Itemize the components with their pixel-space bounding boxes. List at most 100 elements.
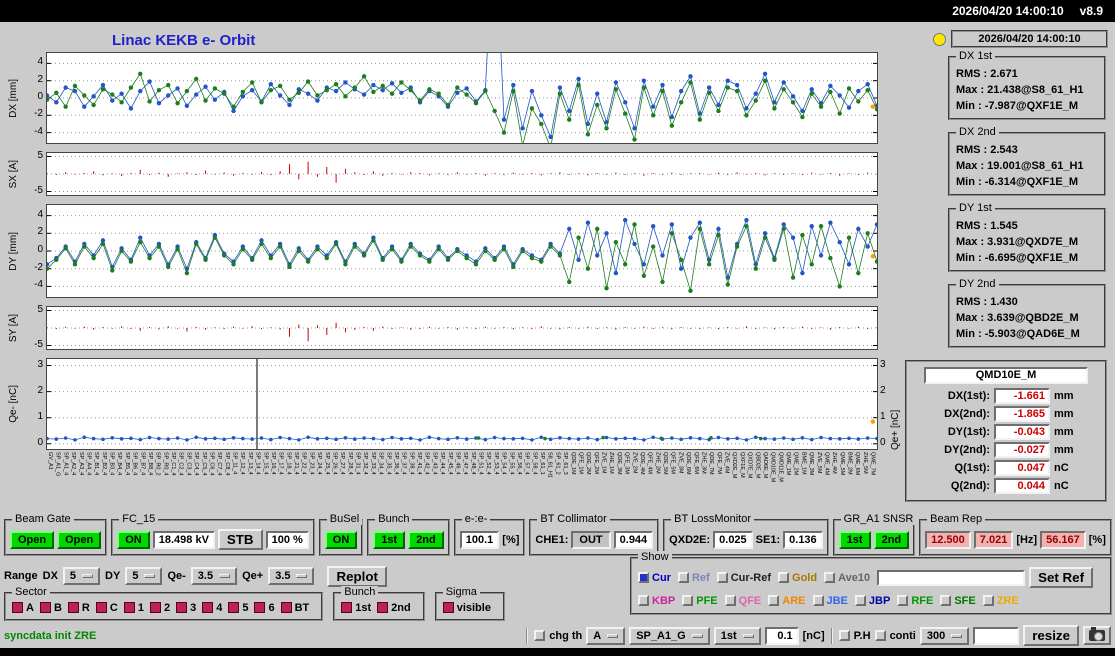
y-tick-label: 0 bbox=[37, 244, 43, 255]
x-tick-label: ZHE_1M bbox=[608, 452, 615, 474]
count-input[interactable] bbox=[973, 626, 1020, 645]
x-tick-label: SP_48_4 bbox=[469, 452, 476, 475]
resize-button[interactable]: resize bbox=[1023, 625, 1079, 646]
status-message: syncdata init ZRE bbox=[4, 629, 97, 642]
ph-checkbox[interactable] bbox=[838, 630, 850, 641]
sector-toggle-r[interactable]: R bbox=[67, 602, 90, 614]
chg-th-checkbox[interactable] bbox=[534, 630, 546, 641]
show-toggle-kbp[interactable]: KBP bbox=[638, 595, 675, 607]
x-tick-label: SP_18_4 bbox=[285, 452, 292, 475]
beam-gate-open-2-button[interactable]: Open bbox=[57, 530, 102, 549]
ref-input[interactable] bbox=[877, 569, 1026, 586]
readout-unit: mm bbox=[1054, 426, 1074, 438]
show-toggle-rfe[interactable]: RFE bbox=[897, 595, 933, 607]
sector-toggle-b[interactable]: B bbox=[39, 602, 62, 614]
bunch-2nd-button[interactable]: 2nd bbox=[408, 530, 444, 549]
bunch-toggle-2nd[interactable]: 2nd bbox=[377, 602, 411, 614]
conti-checkbox[interactable] bbox=[874, 630, 886, 641]
show-toggle-qfe[interactable]: QFE bbox=[724, 594, 762, 607]
gr-snsr-2nd-button[interactable]: 2nd bbox=[873, 530, 910, 549]
sector-toggle-5[interactable]: 5 bbox=[228, 602, 248, 614]
toggle-label: 3 bbox=[190, 601, 197, 614]
device-select[interactable]: SP_A1_G bbox=[629, 626, 710, 645]
y-tick-label-right: 0 bbox=[880, 436, 886, 448]
replot-button[interactable]: Replot bbox=[327, 565, 387, 587]
show-label: QFE bbox=[738, 594, 762, 607]
snapshot-button[interactable] bbox=[1083, 626, 1111, 645]
range-qem-select[interactable]: 3.5 bbox=[190, 567, 238, 585]
checkbox-icon bbox=[982, 595, 994, 606]
sector-toggle-c[interactable]: C bbox=[95, 602, 118, 614]
sector-toggle-3[interactable]: 3 bbox=[176, 602, 196, 614]
bunch-select-group: Bunch 1st 2nd bbox=[333, 586, 425, 621]
set-ref-button[interactable]: Set Ref bbox=[1029, 567, 1094, 588]
x-tick-label: SP_11_4 bbox=[231, 452, 238, 475]
show-toggle-cur-ref[interactable]: Cur-Ref bbox=[716, 572, 771, 584]
toggle-label: 6 bbox=[268, 601, 275, 614]
range-dy-select[interactable]: 5 bbox=[125, 567, 163, 585]
show-toggle-ave10[interactable]: Ave10 bbox=[824, 572, 870, 584]
sigma-toggle-visible[interactable]: visible bbox=[442, 602, 491, 614]
fc15-on-button[interactable]: ON bbox=[117, 530, 150, 549]
sector-toggle-2[interactable]: 2 bbox=[149, 601, 171, 614]
sigma-toggles: visible bbox=[442, 602, 497, 617]
x-tick-label: SP_B8_4 bbox=[146, 452, 153, 476]
option-menu-dash-icon bbox=[607, 633, 619, 638]
group-title: Show bbox=[638, 551, 672, 563]
show-toggle-gold[interactable]: Gold bbox=[778, 572, 817, 584]
show-toggle-pfe[interactable]: PFE bbox=[682, 595, 718, 607]
threshold-field[interactable]: 0.1 bbox=[764, 626, 799, 645]
sector-toggle-a[interactable]: A bbox=[12, 602, 34, 614]
toggle-label: 1st bbox=[355, 601, 372, 614]
bunch-order-select[interactable]: 1st bbox=[713, 626, 761, 645]
gr-snsr-1st-button[interactable]: 1st bbox=[838, 530, 871, 549]
x-tick-label: ZHE_4M bbox=[831, 452, 838, 474]
show-toggle-sfe[interactable]: SFE bbox=[940, 595, 976, 607]
y-tick-label: -5 bbox=[34, 338, 43, 350]
stats-dy-2nd: DY 2nd RMS : 1.430 Max : 3.639@QBD2E_M M… bbox=[948, 278, 1106, 348]
show-toggle-jbp[interactable]: JBP bbox=[854, 595, 890, 607]
bunch-1st-button[interactable]: 1st bbox=[373, 530, 406, 549]
x-tick-label: SP_51_4 bbox=[477, 452, 484, 475]
toggle-label: 2nd bbox=[391, 601, 411, 614]
show-toggle-zre[interactable]: ZRE bbox=[982, 595, 1019, 607]
che1-value: 0.944 bbox=[613, 530, 654, 549]
bunch-order-value: 1st bbox=[720, 629, 737, 642]
ph-label: P.H bbox=[853, 629, 871, 642]
show-toggle-are[interactable]: ARE bbox=[768, 595, 806, 607]
sector-toggle-bt[interactable]: BT bbox=[280, 602, 309, 614]
show-toggle-jbe[interactable]: JBE bbox=[812, 595, 848, 607]
stats-dy-1st: DY 1st RMS : 1.545 Max : 3.931@QXD7E_M M… bbox=[948, 202, 1106, 272]
busel-on-button[interactable]: ON bbox=[324, 530, 358, 549]
range-dx-select[interactable]: 5 bbox=[62, 567, 101, 585]
readout-unit: mm bbox=[1054, 390, 1074, 402]
readout-value: -0.043 bbox=[994, 424, 1050, 440]
count-select[interactable]: 300 bbox=[919, 626, 970, 645]
show-toggle-cur[interactable]: Cur bbox=[638, 572, 671, 584]
count-value: 300 bbox=[926, 629, 946, 642]
sector-toggle-6[interactable]: 6 bbox=[254, 601, 275, 614]
bunch-toggle-1st[interactable]: 1st bbox=[341, 602, 371, 614]
option-menu-dash-icon bbox=[219, 574, 231, 578]
show-toggle-ref[interactable]: Ref bbox=[677, 572, 710, 584]
y-tick-label: 4 bbox=[37, 208, 43, 220]
sector-toggle-4[interactable]: 4 bbox=[202, 602, 222, 614]
stats-title: DY 2nd bbox=[956, 278, 999, 290]
x-tick-label: ZVE_3M bbox=[677, 452, 684, 474]
sector-toggle-1[interactable]: 1 bbox=[123, 602, 144, 614]
toggle-label: 2 bbox=[163, 601, 171, 614]
x-tick-label: ZVE_1M bbox=[600, 452, 607, 474]
x-tick-label: SP_A4_4 bbox=[85, 452, 92, 476]
sector-select[interactable]: A bbox=[586, 626, 626, 645]
x-tick-label: SP_B3_4 bbox=[108, 452, 115, 476]
sector-toggles: A B R C 1 2 3 4 5 6 BT bbox=[12, 602, 315, 617]
readout-value: 0.044 bbox=[994, 478, 1050, 494]
x-tick-label: SP_21_4 bbox=[293, 452, 299, 475]
x-tick-label: SP_A1_4 bbox=[62, 452, 69, 476]
group-title: BT LossMonitor bbox=[671, 513, 754, 525]
x-tick-label: QFE_5M bbox=[669, 452, 676, 475]
fc15-stb-button[interactable]: STB bbox=[217, 529, 263, 550]
beam-gate-open-1-button[interactable]: Open bbox=[10, 530, 55, 549]
sector-group: Sector A B R C 1 2 3 4 5 6 BT bbox=[4, 586, 324, 621]
range-qep-select[interactable]: 3.5 bbox=[268, 567, 315, 585]
